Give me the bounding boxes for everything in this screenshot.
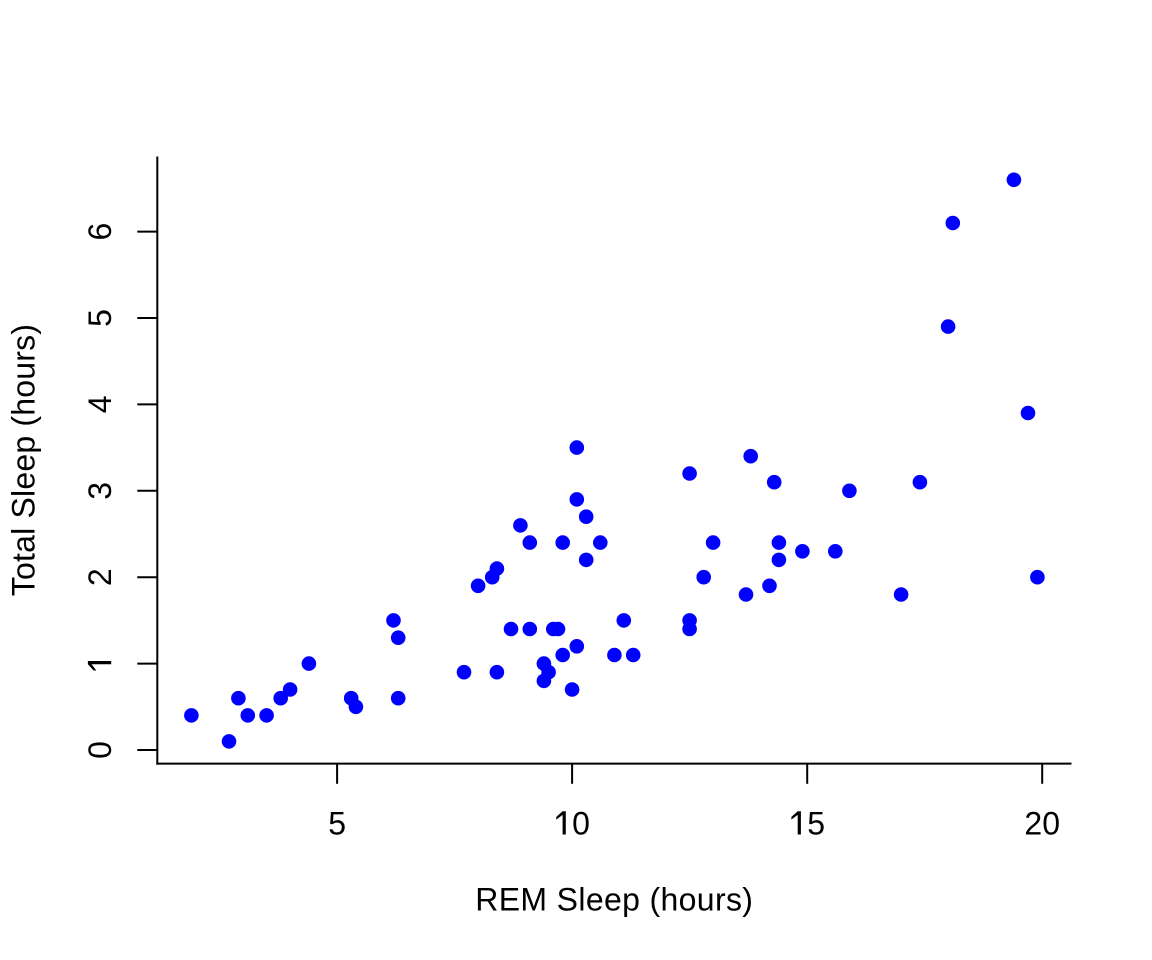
svg-text:3: 3	[82, 482, 118, 500]
svg-text:0: 0	[82, 741, 118, 759]
svg-text:Total Sleep (hours): Total Sleep (hours)	[5, 324, 41, 596]
svg-text:REM Sleep (hours): REM Sleep (hours)	[475, 881, 753, 917]
svg-text:5: 5	[328, 806, 346, 842]
svg-text:4: 4	[82, 396, 118, 414]
svg-text:6: 6	[82, 223, 118, 241]
svg-text:20: 20	[1024, 806, 1060, 842]
svg-text:2: 2	[82, 568, 118, 586]
svg-text:5: 5	[807, 806, 825, 842]
svg-text:5: 5	[82, 309, 118, 327]
svg-text:0: 0	[572, 806, 590, 842]
